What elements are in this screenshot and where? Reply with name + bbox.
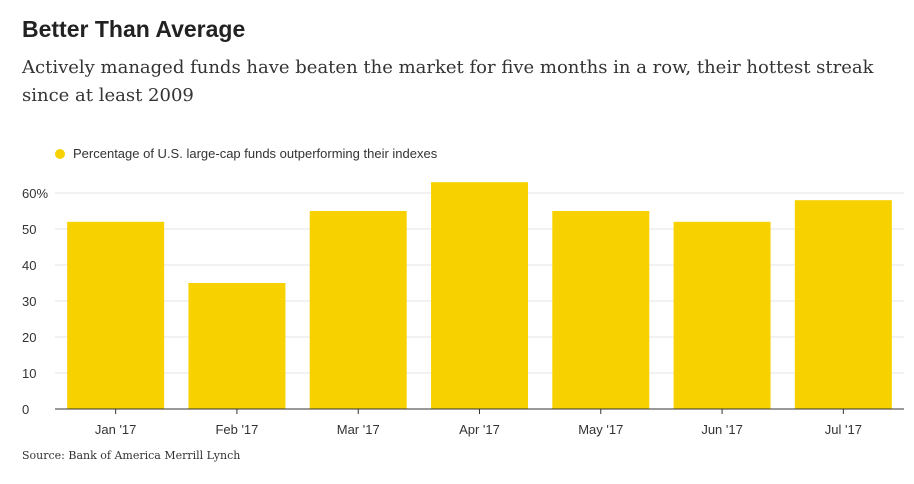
bar xyxy=(673,221,771,409)
x-tick-label: Jun '17 xyxy=(701,422,743,437)
bar xyxy=(552,211,650,409)
x-tick-label: Mar '17 xyxy=(337,422,380,437)
x-tick-label: May '17 xyxy=(578,422,623,437)
x-tick-label: Jan '17 xyxy=(95,422,137,437)
y-tick-label: 20 xyxy=(22,330,36,345)
y-tick-label: 30 xyxy=(22,294,36,309)
bar xyxy=(431,182,528,409)
legend-swatch xyxy=(55,148,65,159)
bar xyxy=(794,200,892,409)
x-tick-label: Apr '17 xyxy=(459,422,500,437)
source-note: Source: Bank of America Merrill Lynch xyxy=(22,449,241,462)
legend-label: Percentage of U.S. large-cap funds outpe… xyxy=(73,146,438,161)
x-tick-label: Feb '17 xyxy=(215,422,258,437)
chart-title: Better Than Average xyxy=(22,16,246,42)
y-tick-label: 10 xyxy=(22,366,36,381)
bar xyxy=(309,211,407,409)
y-tick-label: 0 xyxy=(22,402,29,417)
chart-subtitle: Actively managed funds have beaten the m… xyxy=(22,57,874,106)
y-tick-label: 60% xyxy=(22,186,48,201)
bar xyxy=(188,283,286,409)
y-tick-label: 40 xyxy=(22,258,36,273)
y-tick-label: 50 xyxy=(22,222,36,237)
legend: Percentage of U.S. large-cap funds outpe… xyxy=(55,146,437,161)
x-tick-label: Jul '17 xyxy=(825,422,862,437)
bar xyxy=(67,221,165,409)
